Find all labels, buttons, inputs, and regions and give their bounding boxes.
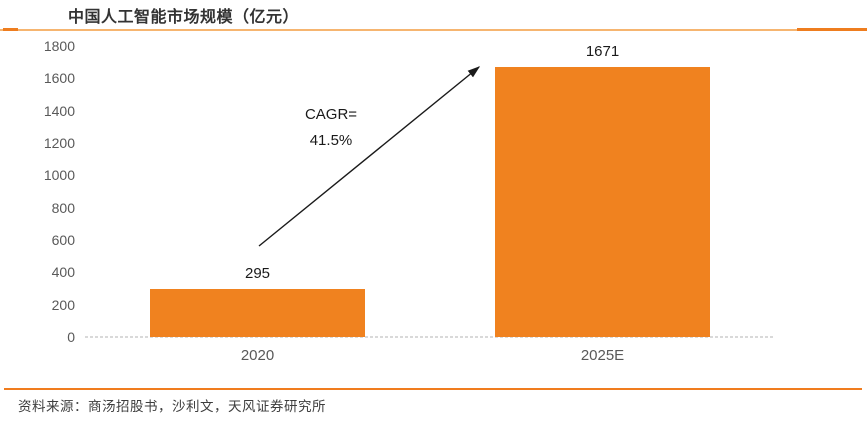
data-label-2020: 295: [244, 265, 271, 282]
y-tick-label: 0: [67, 329, 75, 345]
y-tick-label: 200: [51, 296, 75, 313]
cagr-annotation-line1: CAGR=: [304, 106, 358, 123]
source-note: 资料来源：商汤招股书，沙利文，天风证券研究所: [18, 399, 326, 414]
x-axis-line: [85, 336, 775, 338]
y-tick-label: 1600: [43, 70, 75, 87]
cagr-annotation-line2: 41.5%: [309, 132, 353, 149]
header-rule-left-accent: [3, 28, 18, 31]
y-tick-label: 1800: [43, 38, 75, 54]
bar-2025E: [495, 67, 710, 337]
header-rule-right-accent: [797, 28, 867, 31]
y-tick-label: 800: [51, 199, 75, 216]
chart-title: 中国人工智能市场规模（亿元）: [68, 9, 300, 26]
data-label-2025E: 1671: [585, 43, 620, 60]
x-tick-label-2020: 2020: [240, 347, 275, 364]
x-tick-label-2025E: 2025E: [580, 347, 625, 364]
y-tick-label: 1200: [43, 135, 75, 151]
y-tick-label: 600: [51, 232, 75, 248]
cagr-annotation: CAGR= 41.5%: [289, 102, 373, 154]
header-rule: [0, 29, 867, 31]
y-tick-label: 1000: [43, 167, 75, 184]
bar-2020: [150, 289, 365, 337]
y-axis: 0 200 400 600 800 1000 1200 1400 1600 1800: [0, 38, 75, 345]
y-tick-label: 400: [51, 264, 75, 281]
y-tick-label: 1400: [43, 102, 75, 119]
footer-rule: [4, 388, 862, 390]
plot-area: 295 1671: [85, 43, 775, 338]
x-axis: 2020 2025E: [85, 347, 775, 367]
